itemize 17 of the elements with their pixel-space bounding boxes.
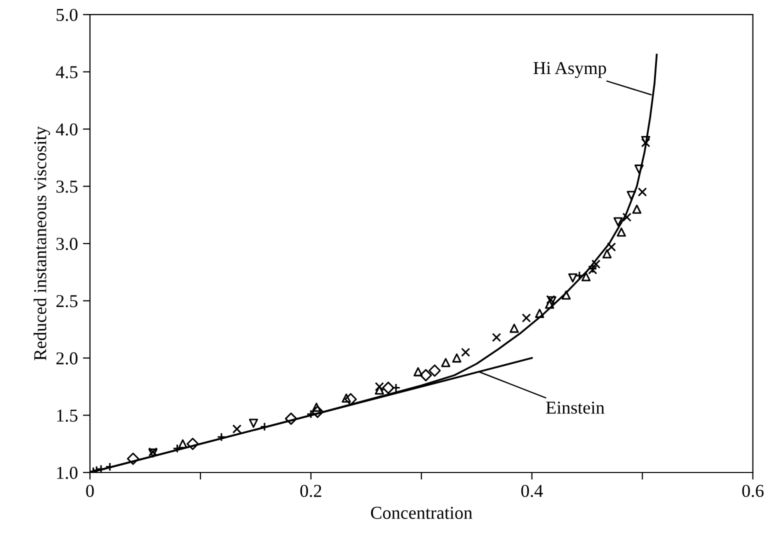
- y-tick-label: 3.5: [56, 180, 78, 193]
- y-tick-label: 3.0: [56, 238, 78, 250]
- y-tick-label: 2.5: [56, 295, 78, 308]
- x-axis-title: Concentration: [371, 506, 472, 519]
- x-tick-label: 0.4: [521, 484, 543, 498]
- y-tick-label: 2.0: [56, 352, 78, 365]
- y-tick-label: 4.0: [56, 123, 78, 136]
- y-tick-label: 1.0: [57, 466, 78, 480]
- y-axis-title: Reduced instantaneous viscosity: [34, 126, 50, 360]
- y-tick-label: 1.5: [57, 410, 78, 422]
- x-tick-label: 0: [86, 484, 94, 498]
- y-tick-label: 4.5: [56, 66, 78, 78]
- annotation: Hi Asymp: [534, 62, 606, 78]
- y-tick-label: 5.0: [56, 8, 78, 22]
- x-tick-label: 0.2: [300, 484, 322, 498]
- x-tick-label: 0.6: [742, 484, 764, 498]
- annotation: Einstein: [546, 402, 604, 414]
